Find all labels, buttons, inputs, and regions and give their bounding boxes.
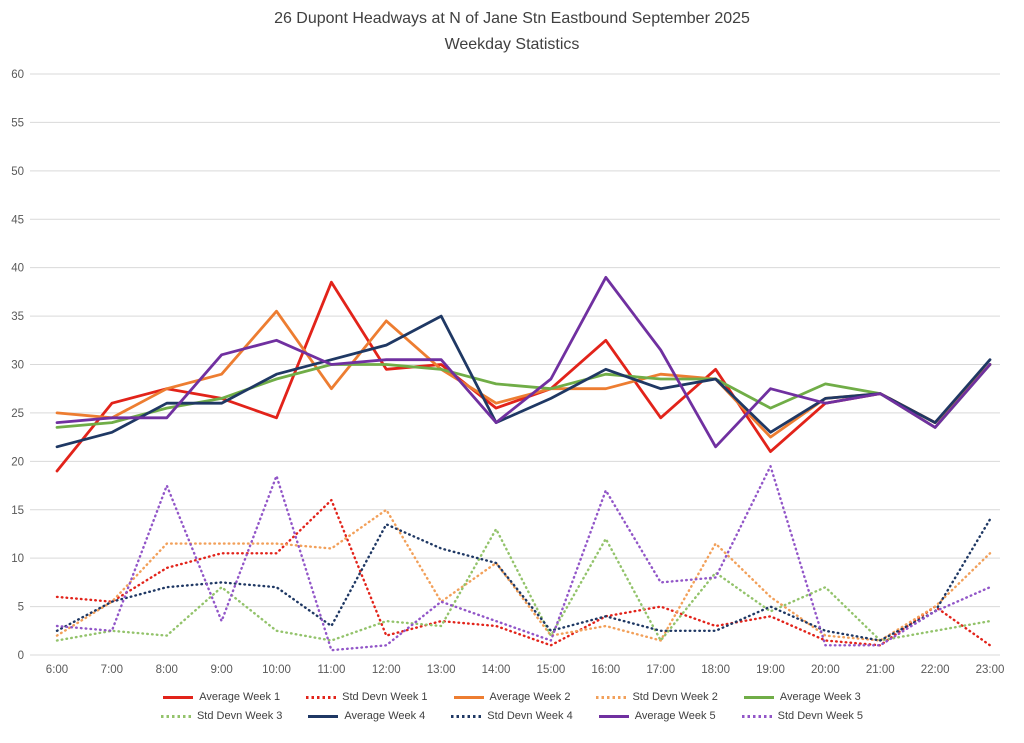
y-tick-label: 10 xyxy=(11,553,24,565)
solid-line-swatch xyxy=(453,695,484,699)
legend-label: Average Week 5 xyxy=(634,710,716,722)
legend-item-average-week-3: Average Week 3 xyxy=(743,691,861,703)
legend-label: Std Devn Week 5 xyxy=(777,710,864,722)
legend-item-average-week-2: Average Week 2 xyxy=(453,691,571,703)
chart-legend: Average Week 1 Std Devn Week 1 Average Wee… xyxy=(0,691,1024,722)
y-tick-label: 55 xyxy=(11,117,24,129)
chart-title-line2: Weekday Statistics xyxy=(444,36,580,53)
y-tick-label: 5 xyxy=(18,602,24,614)
y-tick-label: 45 xyxy=(11,214,24,226)
x-tick-label: 8:00 xyxy=(156,664,178,676)
dotted-line-swatch xyxy=(596,695,627,699)
series-line-std-devn-week-5 xyxy=(55,465,992,652)
headways-line-chart: 0 5 10 15 20 25 30 35 40 45 50 55 60 6:00 7:00 8:00 9:00… xyxy=(11,69,1005,676)
dotted-line-swatch xyxy=(306,695,337,699)
x-tick-label: 6:00 xyxy=(46,664,68,676)
solid-line-swatch xyxy=(308,714,339,718)
x-tick-label: 23:00 xyxy=(976,664,1005,676)
legend-item-std-devn-week-2: Std Devn Week 2 xyxy=(596,691,718,703)
y-tick-label: 0 xyxy=(18,650,24,662)
x-tick-label: 19:00 xyxy=(756,664,785,676)
y-tick-label: 25 xyxy=(11,408,24,420)
x-tick-label: 18:00 xyxy=(701,664,730,676)
y-tick-label: 30 xyxy=(11,360,24,372)
x-tick-label: 11:00 xyxy=(317,664,345,676)
legend-label: Std Devn Week 4 xyxy=(487,710,573,722)
x-tick-label: 21:00 xyxy=(866,664,895,676)
series-line-std-devn-week-4 xyxy=(55,518,992,642)
x-tick-label: 16:00 xyxy=(591,664,620,676)
x-tick-label: 15:00 xyxy=(537,664,566,676)
x-tick-label: 13:00 xyxy=(427,664,456,676)
y-tick-label: 50 xyxy=(11,166,24,178)
legend-label: Average Week 3 xyxy=(779,691,861,703)
legend-item-average-week-1: Average Week 1 xyxy=(163,691,280,703)
series-line-average-week-1 xyxy=(55,280,992,473)
y-tick-label: 60 xyxy=(11,69,24,81)
y-tick-label: 35 xyxy=(11,311,24,323)
legend-label: Average Week 1 xyxy=(199,691,281,703)
y-tick-label: 40 xyxy=(11,263,24,275)
chart-title: 26 Dupont Headways at N of Jane Stn East… xyxy=(0,6,1024,58)
legend-item-average-week-5: Average Week 5 xyxy=(598,710,716,722)
x-tick-label: 20:00 xyxy=(811,664,840,676)
dotted-line-swatch xyxy=(160,714,191,718)
solid-line-swatch xyxy=(598,714,629,718)
x-tick-label: 7:00 xyxy=(101,664,123,676)
series-line-std-devn-week-2 xyxy=(55,508,992,642)
x-tick-label: 10:00 xyxy=(262,664,291,676)
legend-row-1: Average Week 1 Std Devn Week 1 Average Wee… xyxy=(163,691,861,703)
legend-item-average-week-4: Average Week 4 xyxy=(308,710,425,722)
legend-label: Average Week 2 xyxy=(489,691,571,703)
dotted-line-swatch xyxy=(741,714,772,718)
legend-label: Std Devn Week 3 xyxy=(196,710,283,722)
series-line-std-devn-week-1 xyxy=(55,498,992,647)
legend-label: Std Devn Week 1 xyxy=(342,691,428,703)
solid-line-swatch xyxy=(743,695,774,699)
solid-line-swatch xyxy=(163,695,194,699)
series-line-average-week-2 xyxy=(55,309,992,439)
legend-row-2: Std Devn Week 3 Average Week 4 Std Devn We… xyxy=(160,710,864,722)
series-line-average-week-5 xyxy=(55,275,992,449)
x-tick-label: 9:00 xyxy=(210,664,232,676)
y-tick-label: 15 xyxy=(11,505,24,517)
legend-item-std-devn-week-1: Std Devn Week 1 xyxy=(306,691,428,703)
legend-item-std-devn-week-5: Std Devn Week 5 xyxy=(741,710,864,722)
x-tick-label: 14:00 xyxy=(482,664,511,676)
series-line-std-devn-week-3 xyxy=(55,527,992,642)
y-tick-label: 20 xyxy=(11,456,24,468)
x-tick-label: 22:00 xyxy=(921,664,950,676)
legend-label: Std Devn Week 2 xyxy=(632,691,718,703)
dotted-line-swatch xyxy=(451,714,482,718)
legend-item-std-devn-week-4: Std Devn Week 4 xyxy=(451,710,573,722)
legend-item-std-devn-week-3: Std Devn Week 3 xyxy=(160,710,283,722)
series-line-average-week-3 xyxy=(55,363,992,429)
x-tick-label: 12:00 xyxy=(372,664,401,676)
series-line-average-week-4 xyxy=(55,314,992,449)
chart-title-line1: 26 Dupont Headways at N of Jane Stn East… xyxy=(274,10,750,27)
x-tick-label: 17:00 xyxy=(646,664,675,676)
legend-label: Average Week 4 xyxy=(344,710,426,722)
